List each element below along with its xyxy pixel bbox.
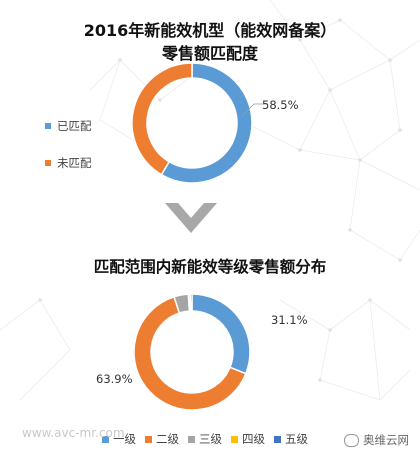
donut-slice-1 bbox=[160, 62, 253, 184]
legend-label: 五级 bbox=[285, 432, 308, 446]
legend-swatch bbox=[102, 435, 109, 443]
legend-label: 二级 bbox=[156, 432, 179, 446]
legend-label: 三级 bbox=[199, 432, 222, 446]
donut-chart-grade-distribution bbox=[133, 293, 251, 411]
data-label-grade1: 31.1% bbox=[271, 313, 308, 327]
chevron-down-icon bbox=[165, 203, 217, 233]
legend-item-grade1: 一级 bbox=[102, 431, 136, 447]
chart1-title-line1: 2016年新能效机型（能效网备案） bbox=[83, 21, 337, 40]
leader-line bbox=[241, 103, 268, 117]
brand-logo: 奥维云网 bbox=[344, 432, 409, 448]
legend-item-grade4: 四级 bbox=[231, 431, 265, 447]
legend-swatch bbox=[145, 435, 152, 443]
data-label-matched: 58.5% bbox=[262, 98, 299, 112]
legend-label: 一级 bbox=[113, 432, 136, 446]
brand-name: 奥维云网 bbox=[363, 433, 409, 447]
donut-slice-1 bbox=[191, 293, 251, 375]
watermark-url: www.avc-mr.com bbox=[22, 426, 125, 440]
legend-swatch bbox=[274, 435, 281, 443]
legend-bottom: 一级 二级 三级 四级 五级 bbox=[102, 431, 308, 447]
legend-item-grade2: 二级 bbox=[145, 431, 179, 447]
chart1-title-line2: 零售额匹配度 bbox=[161, 44, 258, 63]
legend-item-matched: 已匹配 bbox=[45, 118, 92, 134]
legend-label: 已匹配 bbox=[57, 119, 92, 133]
chart2-title: 匹配范围内新能效等级零售额分布 bbox=[93, 258, 327, 276]
donut-slice-2 bbox=[133, 295, 247, 411]
legend-item-unmatched: 未匹配 bbox=[45, 155, 92, 171]
wechat-icon bbox=[344, 433, 359, 447]
legend-item-grade3: 三级 bbox=[188, 431, 222, 447]
legend-swatch bbox=[188, 435, 195, 443]
legend-label: 四级 bbox=[242, 432, 265, 446]
data-label-grade2: 63.9% bbox=[96, 372, 133, 386]
legend-swatch bbox=[45, 160, 51, 166]
donut-chart-match bbox=[131, 62, 253, 184]
legend-swatch bbox=[45, 123, 51, 129]
legend-item-grade5: 五级 bbox=[274, 431, 308, 447]
legend-label: 未匹配 bbox=[57, 156, 92, 170]
legend-swatch bbox=[231, 435, 238, 443]
donut-slice-5 bbox=[189, 293, 193, 312]
donut-slice-2 bbox=[131, 62, 193, 176]
